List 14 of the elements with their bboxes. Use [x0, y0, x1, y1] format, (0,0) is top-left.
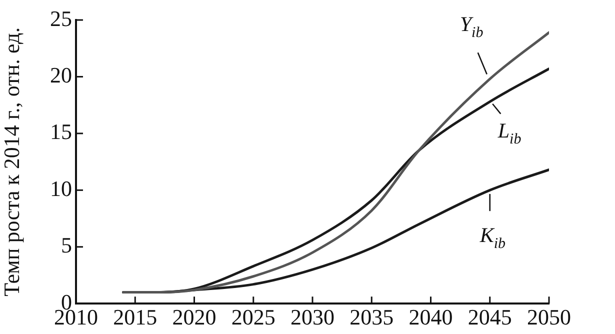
x-tick-label: 2015 [113, 304, 158, 330]
x-tick-label: 2020 [172, 304, 216, 330]
y-tick-label: 10 [50, 176, 72, 201]
y-tick-label: 5 [61, 232, 72, 258]
x-tick-label: 2040 [408, 304, 453, 330]
y-tick-label: 25 [50, 6, 72, 31]
x-tick-label: 2050 [527, 304, 571, 330]
x-tick-label: 2030 [290, 304, 334, 330]
x-tick-label: 2045 [468, 304, 512, 330]
x-tick-label: 2035 [350, 304, 394, 330]
y-tick-label: 20 [50, 62, 72, 88]
y-axis-title: Темп роста к 2014 г., отн. ед. [0, 27, 24, 296]
y-tick-label: 15 [50, 119, 72, 144]
x-tick-label: 2025 [231, 304, 276, 330]
